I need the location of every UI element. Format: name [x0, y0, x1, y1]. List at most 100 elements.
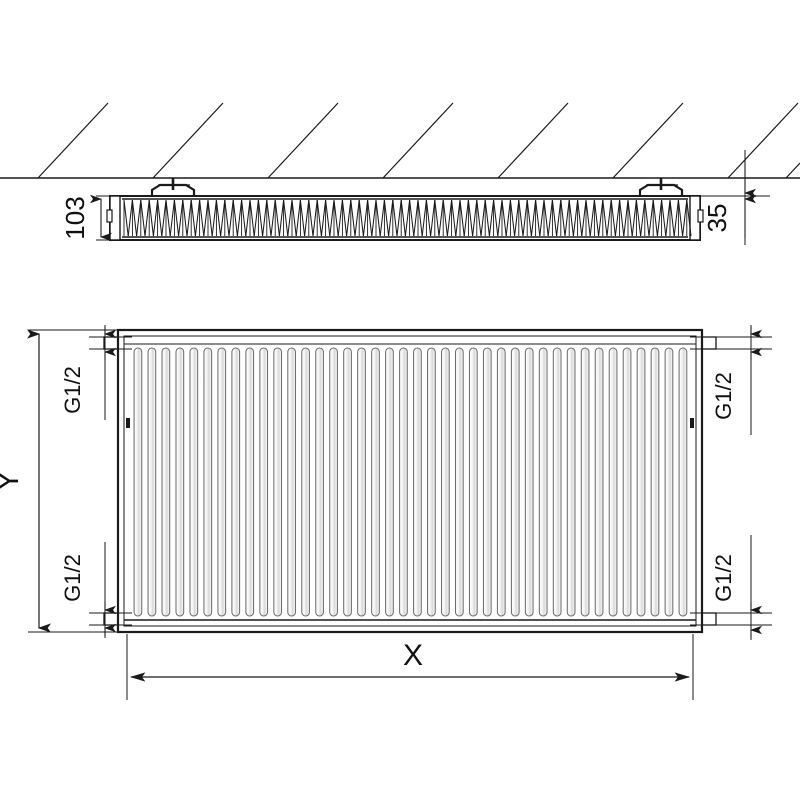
- convector-fin: [413, 199, 419, 237]
- radiator-front-body: [116, 328, 704, 634]
- convector-fin: [682, 199, 688, 237]
- convector-fin: [375, 199, 381, 237]
- convector-fin: [362, 199, 369, 237]
- convector-fin: [274, 199, 280, 237]
- convector-fin: [220, 199, 226, 237]
- dimension-wall-gap: 35: [700, 150, 770, 245]
- convector-fin: [224, 199, 230, 237]
- radiator-fin: [678, 347, 688, 617]
- front-elevation-view: Y X: [0, 325, 772, 700]
- convector-fin: [610, 199, 616, 237]
- convector-fin: [186, 199, 192, 237]
- convector-fin: [644, 199, 650, 237]
- radiator-fin: [510, 347, 520, 617]
- radiator-fin: [468, 347, 478, 617]
- convector-fin: [257, 199, 264, 237]
- convector-fin: [409, 199, 415, 237]
- convector-fin: [169, 199, 175, 237]
- convector-fin: [262, 199, 268, 237]
- radiator-fin: [413, 347, 422, 617]
- convector-fin: [665, 199, 671, 237]
- convector-fin: [593, 199, 600, 237]
- radiator-fin: [259, 347, 269, 617]
- convector-fin: [157, 199, 163, 237]
- convector-fin: [388, 199, 394, 237]
- convector-fin: [480, 199, 486, 237]
- radiator-top-body: [106, 195, 704, 241]
- convector-fin: [123, 199, 129, 237]
- convector-fin: [266, 199, 272, 237]
- convector-fin: [199, 199, 205, 237]
- radiator-fin: [133, 347, 143, 617]
- convector-fin: [589, 199, 595, 237]
- convector-fin: [144, 199, 150, 237]
- convector-fin: [530, 199, 537, 237]
- convector-fin: [648, 199, 654, 237]
- convector-fin: [127, 199, 133, 237]
- radiator-fin: [343, 347, 352, 617]
- convector-fin: [270, 199, 276, 237]
- radiator-fin: [217, 347, 227, 617]
- convector-fin: [467, 199, 474, 237]
- radiator-fin: [315, 347, 324, 617]
- convector-fin: [211, 199, 217, 237]
- convector-fin: [379, 199, 385, 237]
- convector-fin: [551, 199, 558, 237]
- convector-fin: [484, 199, 490, 237]
- convector-fin: [295, 199, 301, 237]
- convector-fin: [577, 199, 583, 237]
- radiator-fin: [231, 347, 241, 617]
- convector-fin: [686, 199, 692, 237]
- convector-fin: [488, 199, 495, 237]
- convector-fin: [585, 199, 591, 237]
- convector-fin: [451, 199, 457, 237]
- convector-fin: [581, 199, 587, 237]
- connection-label-top-left: G1/2: [60, 366, 85, 414]
- convector-fin: [505, 199, 511, 237]
- radiator-fin: [594, 347, 604, 617]
- convector-fin: [236, 199, 243, 237]
- dimension-width: X: [126, 634, 694, 700]
- convector-fin: [497, 199, 503, 237]
- dimension-wall-gap-label: 35: [702, 204, 732, 233]
- convector-fin: [136, 199, 142, 237]
- wall-mounting-bracket: [150, 178, 684, 196]
- convector-fin: [400, 199, 406, 237]
- convector-fin: [383, 199, 390, 237]
- convector-fin: [434, 199, 440, 237]
- convector-fin: [656, 199, 663, 237]
- convector-fin: [421, 199, 427, 237]
- radiator-fin: [622, 347, 632, 617]
- convector-fin: [278, 199, 285, 237]
- convector-fin: [148, 199, 154, 237]
- convector-fin: [514, 199, 520, 237]
- convector-fin: [341, 199, 348, 237]
- radiator-fin: [524, 347, 534, 617]
- radiator-fin: [454, 347, 464, 617]
- radiator-fin: [245, 347, 255, 617]
- convector-fin: [614, 199, 621, 237]
- convector-fin: [673, 199, 679, 237]
- convector-fin: [194, 199, 201, 237]
- convector-fin: [304, 199, 310, 237]
- convector-fin: [535, 199, 541, 237]
- convector-fin: [228, 199, 234, 237]
- convector-fin: [350, 199, 356, 237]
- convector-fin: [669, 199, 675, 237]
- convector-fin: [598, 199, 604, 237]
- radiator-fin: [482, 347, 492, 617]
- convector-fin: [140, 199, 146, 237]
- convector-fin: [539, 199, 545, 237]
- convector-fin: [635, 199, 642, 237]
- radiator-fin: [580, 347, 590, 617]
- convector-fin: [572, 199, 579, 237]
- convector-fin: [619, 199, 625, 237]
- convector-fin: [631, 199, 637, 237]
- convector-fin: [556, 199, 562, 237]
- convector-fin: [404, 199, 411, 237]
- convector-fin: [522, 199, 528, 237]
- convector-fin: [430, 199, 436, 237]
- convector-fin: [215, 199, 222, 237]
- convector-fin: [509, 199, 516, 237]
